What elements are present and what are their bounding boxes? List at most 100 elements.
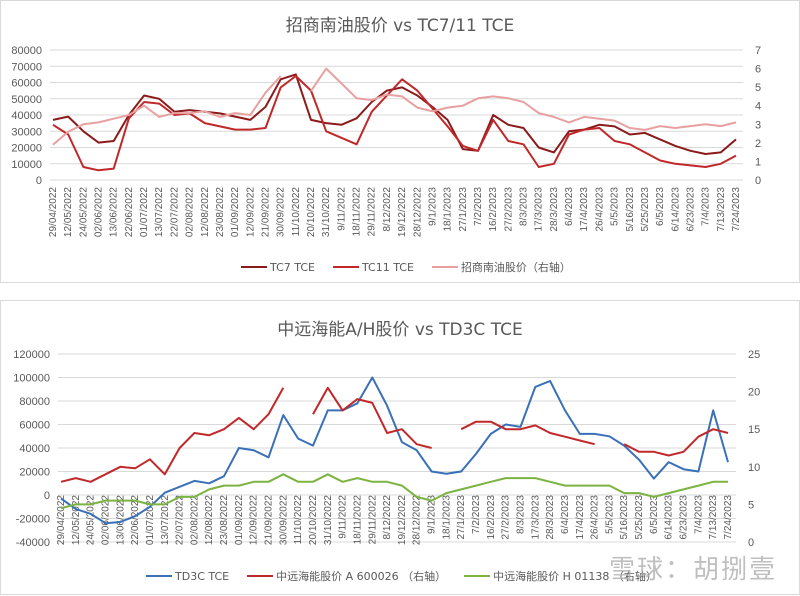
y-tick-right: 5: [755, 82, 761, 94]
x-tick: 17/3/2023: [530, 495, 541, 540]
legend-label: 中远海能股价 A 600026 （右轴）: [276, 570, 447, 583]
x-tick: 28/12/2022: [412, 495, 423, 545]
y-tick-right: 25: [748, 349, 760, 361]
x-tick: 7/2/2023: [471, 495, 482, 534]
y-tick-left: 0: [36, 175, 42, 187]
x-tick: 13/06/2022: [115, 495, 126, 545]
series-line: [623, 428, 729, 457]
x-tick: 9/1/2023: [427, 495, 438, 534]
series-line: [310, 67, 737, 131]
x-tick: 12/05/2022: [71, 495, 82, 545]
x-tick: 8/12/2022: [382, 187, 393, 232]
legend-item-h-share: 中远海能股价 H 01138 （右轴）: [464, 568, 657, 584]
x-tick: 5/25/2023: [634, 495, 645, 540]
x-tick: 31/10/2022: [321, 187, 332, 237]
x-tick: 01/09/2022: [234, 495, 245, 545]
chart-panel-2: 中远海能A/H股价 vs TD3C TCE 120000 100000 80000 6…: [0, 300, 800, 595]
series-line: [52, 75, 737, 172]
watermark: 雪球：胡捌壹: [608, 555, 777, 585]
y-tick-left: 20000: [11, 143, 42, 155]
series-line: [52, 73, 737, 155]
series-line: [460, 420, 595, 446]
x-tick: 28/3/2023: [545, 495, 556, 540]
x-tick: 20/10/2022: [306, 187, 317, 237]
x-tick: 5/25/2023: [640, 187, 651, 232]
x-tick: 7/24/2023: [723, 495, 734, 540]
x-tick: 18/11/2022: [352, 495, 363, 545]
x-tick: 13/07/2022: [154, 187, 165, 237]
x-tick: 6/4/2023: [564, 187, 575, 226]
x-tick: 5/5/2023: [610, 187, 621, 226]
x-tick: 8/12/2022: [382, 495, 393, 540]
y-tick-left: 0: [44, 490, 50, 502]
x-tick: 26/4/2023: [590, 495, 601, 540]
series-line: [312, 386, 432, 449]
y-tick-right: 5: [748, 499, 754, 511]
legend-swatch: [332, 266, 359, 268]
x-tick: 26/4/2023: [594, 187, 605, 232]
y-tick-right: 3: [755, 119, 761, 131]
x-tick: 12/08/2022: [200, 187, 211, 237]
x-tick: 18/11/2022: [352, 187, 363, 237]
chart-1-title: 招商南油股价 vs TC7/11 TCE: [285, 16, 515, 36]
y-tick-right: 2: [755, 138, 761, 150]
x-tick: 01/07/2022: [145, 495, 156, 545]
y-tick-right: 15: [748, 424, 760, 436]
x-tick: 22/06/2022: [130, 495, 141, 545]
y-tick-left: 40000: [19, 443, 50, 455]
x-tick: 13/06/2022: [109, 187, 120, 237]
x-tick: 21/09/2022: [264, 495, 275, 545]
x-tick: 6/14/2023: [664, 495, 675, 540]
legend-item-cmes-price: 招商南油股价（右轴）: [431, 259, 571, 275]
x-tick: 30/09/2022: [276, 187, 287, 237]
x-tick: 17/3/2023: [534, 187, 545, 232]
x-tick: 31/10/2022: [323, 495, 334, 545]
x-tick: 22/07/2022: [169, 187, 180, 237]
y-tick-left: 10000: [11, 159, 42, 171]
x-tick: 02/06/2022: [94, 187, 105, 237]
x-tick: 11/10/2022: [293, 495, 304, 545]
y-tick-left: 80000: [11, 45, 42, 57]
y-tick-left: 40000: [11, 110, 42, 122]
x-tick: 18/1/2023: [443, 187, 454, 232]
x-tick: 23/08/2022: [215, 187, 226, 237]
legend-swatch: [464, 575, 491, 577]
x-tick: 12/08/2022: [204, 495, 215, 545]
x-tick: 27/2/2023: [501, 495, 512, 540]
x-tick: 29/11/2022: [367, 495, 378, 545]
legend-item-a-share: 中远海能股价 A 600026 （右轴）: [247, 568, 446, 584]
x-tick: 29/11/2022: [367, 187, 378, 237]
chart-2-title: 中远海能A/H股价 vs TD3C TCE: [277, 320, 523, 340]
series-line: [60, 387, 285, 483]
y-tick-left: 60000: [19, 420, 50, 432]
y-tick-left: -40000: [16, 537, 50, 549]
x-tick: 24/05/2022: [78, 187, 89, 237]
legend-label: TC11 TCE: [361, 260, 414, 274]
legend-swatch: [431, 266, 458, 268]
x-tick: 28/3/2023: [549, 187, 560, 232]
x-tick: 23/08/2022: [219, 495, 230, 545]
x-tick: 7/24/2023: [731, 187, 742, 232]
chart-2-legend: TD3C TCE 中远海能股价 A 600026 （右轴） 中远海能股价 H 0…: [146, 568, 657, 584]
y-tick-right: 0: [755, 175, 761, 187]
x-tick: 5/16/2023: [619, 495, 630, 540]
x-tick: 6/23/2023: [679, 495, 690, 540]
x-tick: 21/09/2022: [260, 187, 271, 237]
x-tick: 18/1/2023: [441, 495, 452, 540]
x-tick: 12/05/2022: [63, 187, 74, 237]
x-tick: 8/3/2023: [515, 495, 526, 534]
x-tick: 12/09/2022: [245, 187, 256, 237]
x-tick: 16/2/2023: [486, 495, 497, 540]
legend-label: 中远海能股价 H 01138 （右轴）: [493, 570, 657, 583]
x-tick: 7/2/2023: [473, 187, 484, 226]
y-tick-right: 6: [755, 64, 761, 76]
x-tick: 27/2/2023: [503, 187, 514, 232]
legend-label: TD3C TCE: [175, 569, 230, 583]
legend-label: TC7 TCE: [270, 260, 315, 274]
y-tick-right: 7: [755, 45, 761, 57]
legend-swatch: [247, 575, 274, 577]
legend-swatch: [241, 266, 267, 268]
y-tick-left: 100000: [13, 373, 50, 385]
x-tick: 02/06/2022: [100, 495, 111, 545]
x-tick: 28/12/2022: [412, 187, 423, 237]
